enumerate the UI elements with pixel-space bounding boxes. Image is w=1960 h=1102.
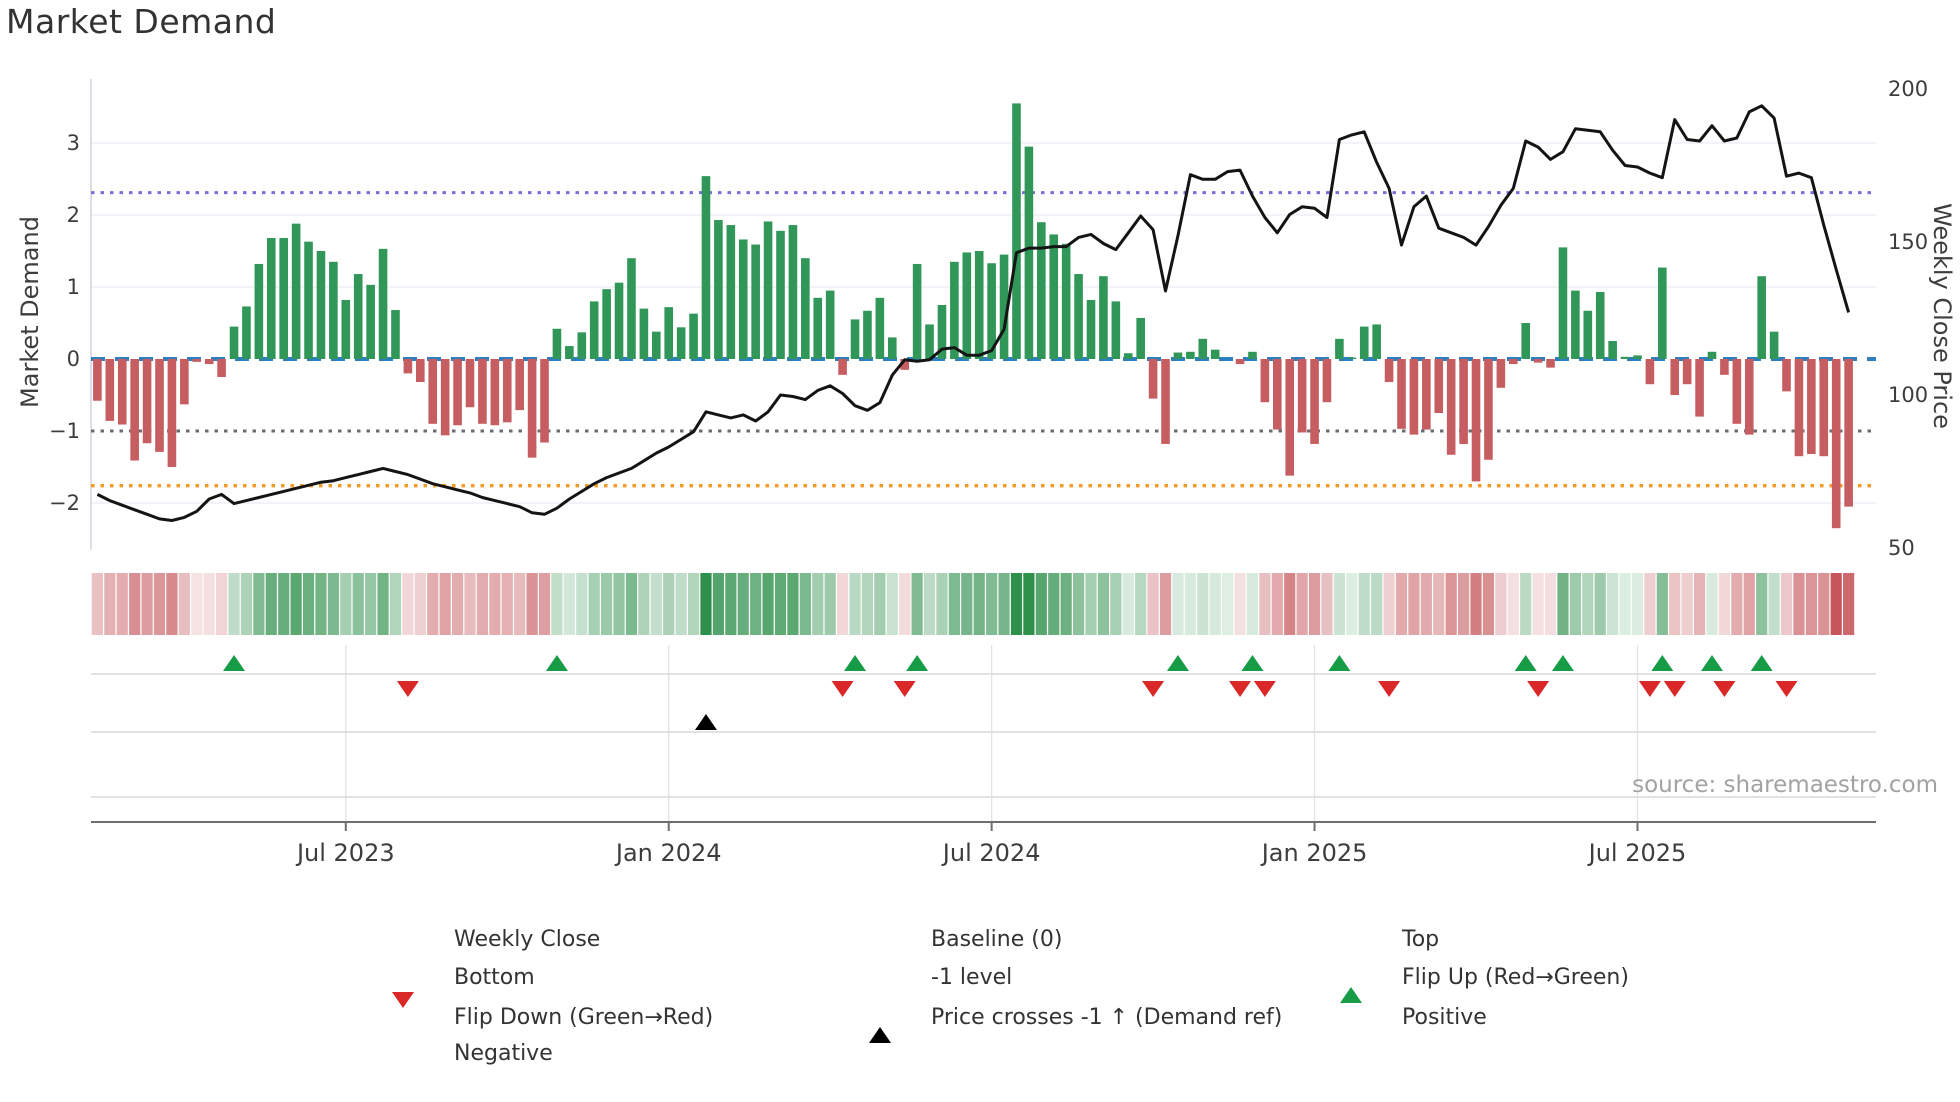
- heatmap-strip: [91, 573, 1855, 635]
- marker-panel: [91, 645, 1876, 831]
- svg-text:100: 100: [1888, 383, 1928, 407]
- svg-text:Jul 2024: Jul 2024: [941, 839, 1041, 867]
- price-line: [96, 104, 1851, 522]
- svg-text:0: 0: [67, 347, 80, 371]
- svg-text:Jul 2025: Jul 2025: [1587, 839, 1687, 867]
- svg-text:150: 150: [1888, 230, 1928, 254]
- demand-bars: [93, 103, 1853, 529]
- flip-down-markers: [396, 681, 1798, 697]
- svg-text:50: 50: [1888, 536, 1915, 560]
- svg-text:Jan 2025: Jan 2025: [1260, 839, 1368, 867]
- price-cross-markers: [694, 714, 717, 730]
- svg-text:1: 1: [67, 275, 80, 299]
- svg-text:2: 2: [67, 203, 80, 227]
- right-axis-ticks: 200 150 100 50: [1888, 77, 1928, 560]
- svg-text:Jul 2023: Jul 2023: [295, 839, 395, 867]
- page-title: Market Demand: [6, 2, 277, 41]
- flip-up-markers: [223, 655, 1773, 671]
- x-axis-ticks: Jul 2023 Jan 2024 Jul 2024 Jan 2025 Jul 2025: [295, 839, 1686, 867]
- svg-text:3: 3: [67, 131, 80, 155]
- source-credit: source: sharemaestro.com: [1632, 772, 1938, 798]
- svg-text:Jan 2024: Jan 2024: [614, 839, 722, 867]
- left-axis-ticks: 3 2 1 0 −1 −2: [49, 131, 80, 515]
- svg-text:200: 200: [1888, 77, 1928, 101]
- svg-text:−1: −1: [49, 419, 80, 443]
- svg-text:−2: −2: [49, 491, 80, 515]
